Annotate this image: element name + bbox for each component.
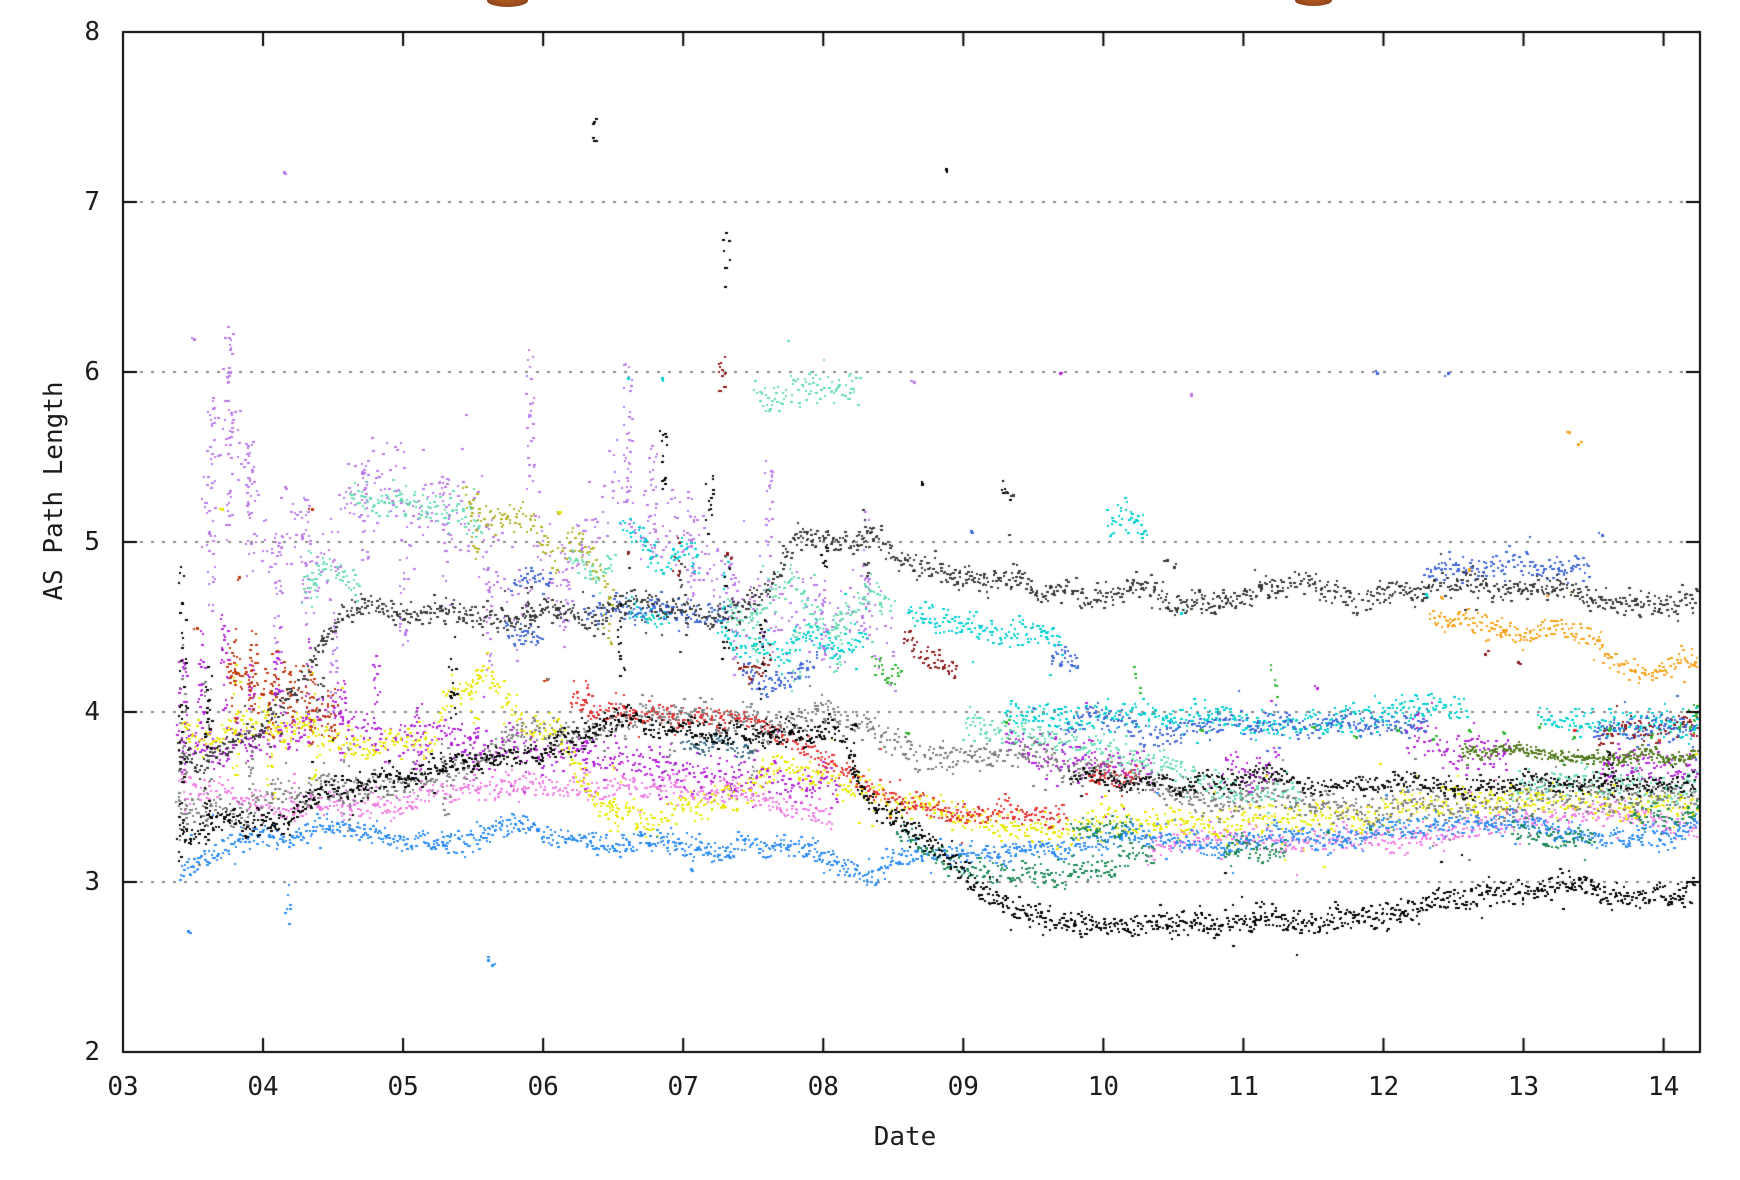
x-tick-label: 10 [1087,1072,1120,1102]
x-tick-label: 13 [1507,1072,1540,1102]
y-tick-label: 3 [84,867,100,897]
x-axis-title: Date [873,1122,937,1152]
cropped-brown-artifact-left [487,0,528,7]
x-tick-label: 06 [527,1072,559,1102]
y-tick-label: 5 [84,527,100,557]
x-tick-label: 14 [1647,1072,1680,1102]
y-tick-label: 8 [84,17,100,47]
x-tick-label: 12 [1367,1072,1400,1102]
y-tick-label: 2 [84,1037,100,1067]
x-tick-label: 08 [807,1072,839,1102]
y-tick-label: 6 [84,357,100,387]
x-tick-label: 11 [1227,1072,1260,1102]
x-tick-label: 04 [247,1072,279,1102]
x-tick-label: 03 [107,1072,139,1102]
x-tick-label: 09 [947,1072,979,1102]
y-tick-label: 7 [84,187,100,217]
y-axis-title: AS Path Length [39,381,69,601]
cropped-brown-artifact-right [1295,0,1332,6]
x-tick-label: 05 [387,1072,419,1102]
x-tick-label: 07 [667,1072,699,1102]
y-tick-label: 4 [84,697,100,727]
